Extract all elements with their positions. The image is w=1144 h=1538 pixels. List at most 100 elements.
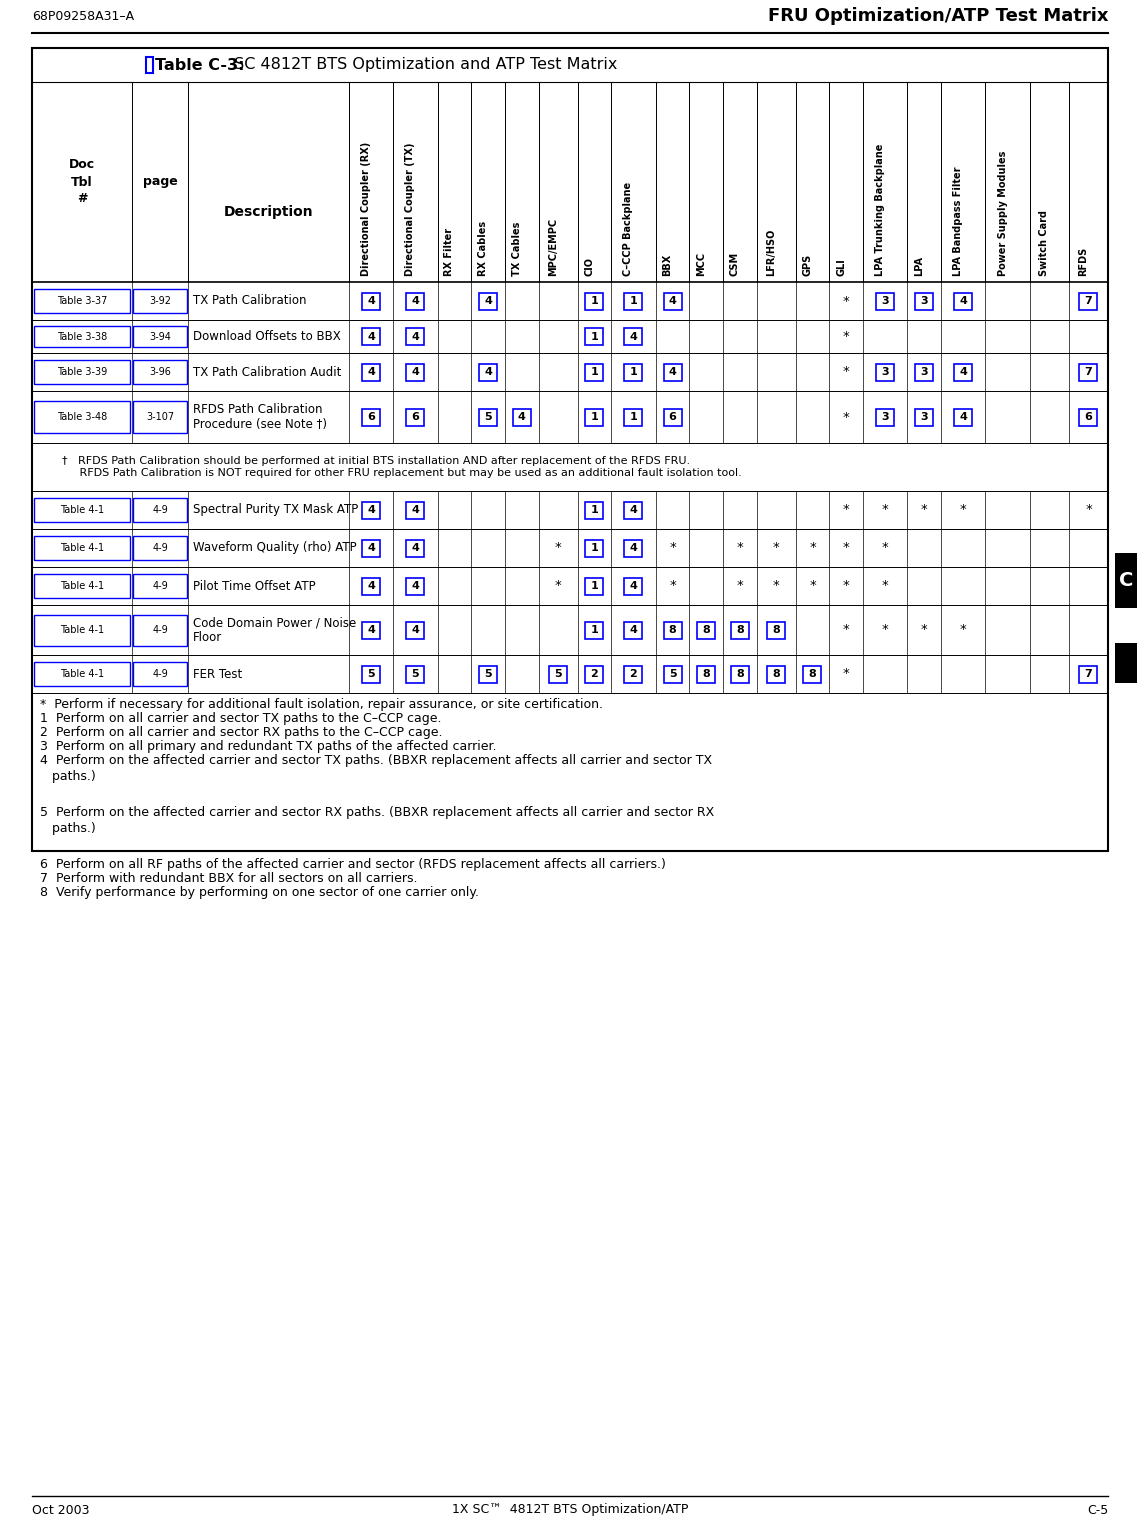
- Text: 4-9: 4-9: [152, 624, 168, 635]
- Text: *: *: [555, 580, 562, 592]
- Text: Power Supply Modules: Power Supply Modules: [998, 151, 1008, 275]
- Bar: [625, 409, 643, 426]
- Text: *: *: [737, 580, 744, 592]
- Bar: [362, 363, 380, 380]
- Text: CIO: CIO: [585, 257, 595, 275]
- Text: Table 3-37: Table 3-37: [57, 295, 108, 306]
- Text: 5: 5: [554, 669, 562, 678]
- Text: *: *: [843, 331, 850, 343]
- Text: TX Cables: TX Cables: [511, 221, 522, 275]
- Text: 4: 4: [412, 332, 420, 341]
- Bar: [406, 409, 424, 426]
- Text: GLI: GLI: [836, 258, 847, 275]
- Text: 2: 2: [590, 669, 598, 678]
- Bar: [33, 663, 130, 686]
- Bar: [33, 289, 130, 312]
- Text: *: *: [669, 580, 676, 592]
- Bar: [625, 292, 643, 309]
- Bar: [134, 574, 186, 598]
- Bar: [731, 666, 749, 683]
- Bar: [362, 501, 380, 518]
- Bar: [406, 621, 424, 638]
- Text: 1: 1: [629, 295, 637, 306]
- Text: Waveform Quality (rho) ATP: Waveform Quality (rho) ATP: [193, 541, 357, 555]
- Bar: [362, 409, 380, 426]
- Text: 1: 1: [590, 295, 598, 306]
- Bar: [625, 501, 643, 518]
- Text: LFR/HSO: LFR/HSO: [766, 229, 776, 275]
- Bar: [803, 666, 821, 683]
- Text: 4: 4: [960, 412, 967, 421]
- Text: 4: 4: [629, 624, 637, 635]
- Text: 3: 3: [881, 368, 889, 377]
- Text: 8: 8: [809, 669, 817, 678]
- Text: Table C-3:: Table C-3:: [154, 57, 245, 72]
- Bar: [134, 537, 186, 560]
- Text: 1: 1: [590, 581, 598, 591]
- Text: 6: 6: [1085, 412, 1093, 421]
- Text: LPA Trunking Backplane: LPA Trunking Backplane: [875, 143, 885, 275]
- Bar: [1080, 666, 1097, 683]
- Text: 7: 7: [1085, 295, 1093, 306]
- Bar: [876, 292, 895, 309]
- Text: 4: 4: [668, 368, 676, 377]
- Text: *: *: [809, 541, 816, 555]
- Bar: [586, 409, 603, 426]
- Text: LPA Bandpass Filter: LPA Bandpass Filter: [953, 166, 963, 275]
- Bar: [362, 621, 380, 638]
- Text: 4: 4: [484, 295, 492, 306]
- Bar: [406, 501, 424, 518]
- Text: RFDS: RFDS: [1079, 246, 1088, 275]
- Bar: [33, 326, 130, 346]
- Bar: [664, 292, 682, 309]
- Text: *: *: [772, 541, 779, 555]
- Text: 1: 1: [629, 368, 637, 377]
- Text: 4: 4: [367, 543, 375, 554]
- Text: Directional Coupler (RX): Directional Coupler (RX): [362, 141, 371, 275]
- Text: MPC/EMPC: MPC/EMPC: [548, 218, 558, 275]
- Bar: [33, 401, 130, 434]
- Text: 3-92: 3-92: [149, 295, 170, 306]
- Text: *: *: [843, 366, 850, 378]
- Text: RX Filter: RX Filter: [445, 228, 454, 275]
- Text: 1: 1: [590, 412, 598, 421]
- Text: 4-9: 4-9: [152, 504, 168, 515]
- Text: *: *: [882, 503, 889, 517]
- Text: †   RFDS Path Calibration should be performed at initial BTS installation AND af: † RFDS Path Calibration should be perfor…: [62, 457, 741, 478]
- Text: BBX: BBX: [662, 254, 673, 275]
- Text: *: *: [921, 503, 928, 517]
- Text: Table 4-1: Table 4-1: [59, 543, 104, 554]
- Bar: [625, 328, 643, 345]
- Bar: [362, 577, 380, 595]
- Text: 4: 4: [367, 368, 375, 377]
- Text: 1: 1: [590, 504, 598, 515]
- Bar: [406, 292, 424, 309]
- Bar: [625, 621, 643, 638]
- Text: 4: 4: [412, 504, 420, 515]
- Text: Table 3-48: Table 3-48: [57, 412, 108, 421]
- Text: *: *: [960, 623, 967, 637]
- Text: *: *: [1086, 503, 1091, 517]
- Text: 3: 3: [881, 412, 889, 421]
- Bar: [586, 501, 603, 518]
- Bar: [1080, 363, 1097, 380]
- Bar: [479, 292, 498, 309]
- Text: 4-9: 4-9: [152, 543, 168, 554]
- Text: Code Domain Power / Noise
Floor: Code Domain Power / Noise Floor: [193, 617, 357, 644]
- Text: Description: Description: [223, 205, 313, 218]
- Text: FRU Optimization/ATP Test Matrix: FRU Optimization/ATP Test Matrix: [768, 8, 1109, 25]
- Bar: [915, 292, 934, 309]
- Text: *: *: [921, 623, 928, 637]
- Text: 1: 1: [590, 543, 598, 554]
- Text: RX Cables: RX Cables: [478, 221, 488, 275]
- Bar: [479, 363, 498, 380]
- Text: Pilot Time Offset ATP: Pilot Time Offset ATP: [193, 580, 316, 592]
- Text: TX Path Calibration Audit: TX Path Calibration Audit: [193, 366, 342, 378]
- Text: 4: 4: [960, 368, 967, 377]
- Text: Table 4-1: Table 4-1: [59, 581, 104, 591]
- Text: 6: 6: [412, 412, 420, 421]
- Bar: [954, 409, 972, 426]
- Text: 5: 5: [412, 669, 419, 678]
- Text: C–CCP Backplane: C–CCP Backplane: [623, 181, 634, 275]
- Text: *: *: [843, 541, 850, 555]
